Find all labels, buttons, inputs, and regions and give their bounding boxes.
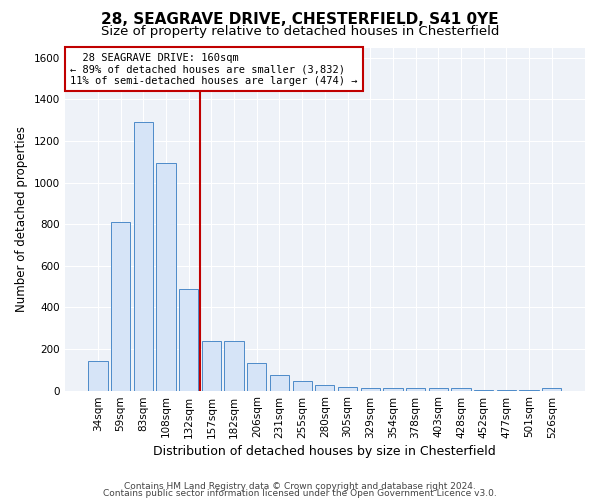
Bar xyxy=(270,375,289,390)
Bar xyxy=(202,340,221,390)
Bar xyxy=(111,222,130,390)
Bar xyxy=(315,386,334,390)
Bar xyxy=(406,388,425,390)
Bar xyxy=(451,388,470,390)
Text: 28, SEAGRAVE DRIVE, CHESTERFIELD, S41 0YE: 28, SEAGRAVE DRIVE, CHESTERFIELD, S41 0Y… xyxy=(101,12,499,28)
Text: Contains public sector information licensed under the Open Government Licence v3: Contains public sector information licen… xyxy=(103,489,497,498)
Bar xyxy=(224,340,244,390)
Y-axis label: Number of detached properties: Number of detached properties xyxy=(15,126,28,312)
Text: Size of property relative to detached houses in Chesterfield: Size of property relative to detached ho… xyxy=(101,25,499,38)
Text: 28 SEAGRAVE DRIVE: 160sqm
← 89% of detached houses are smaller (3,832)
11% of se: 28 SEAGRAVE DRIVE: 160sqm ← 89% of detac… xyxy=(70,52,358,86)
Bar xyxy=(179,288,199,390)
Bar xyxy=(542,388,562,390)
Bar xyxy=(293,381,312,390)
Bar xyxy=(383,388,403,390)
Bar xyxy=(247,362,266,390)
Bar xyxy=(428,388,448,390)
X-axis label: Distribution of detached houses by size in Chesterfield: Distribution of detached houses by size … xyxy=(154,444,496,458)
Bar xyxy=(134,122,153,390)
Bar xyxy=(338,388,357,390)
Bar xyxy=(361,388,380,390)
Bar xyxy=(157,163,176,390)
Text: Contains HM Land Registry data © Crown copyright and database right 2024.: Contains HM Land Registry data © Crown c… xyxy=(124,482,476,491)
Bar xyxy=(88,362,107,390)
